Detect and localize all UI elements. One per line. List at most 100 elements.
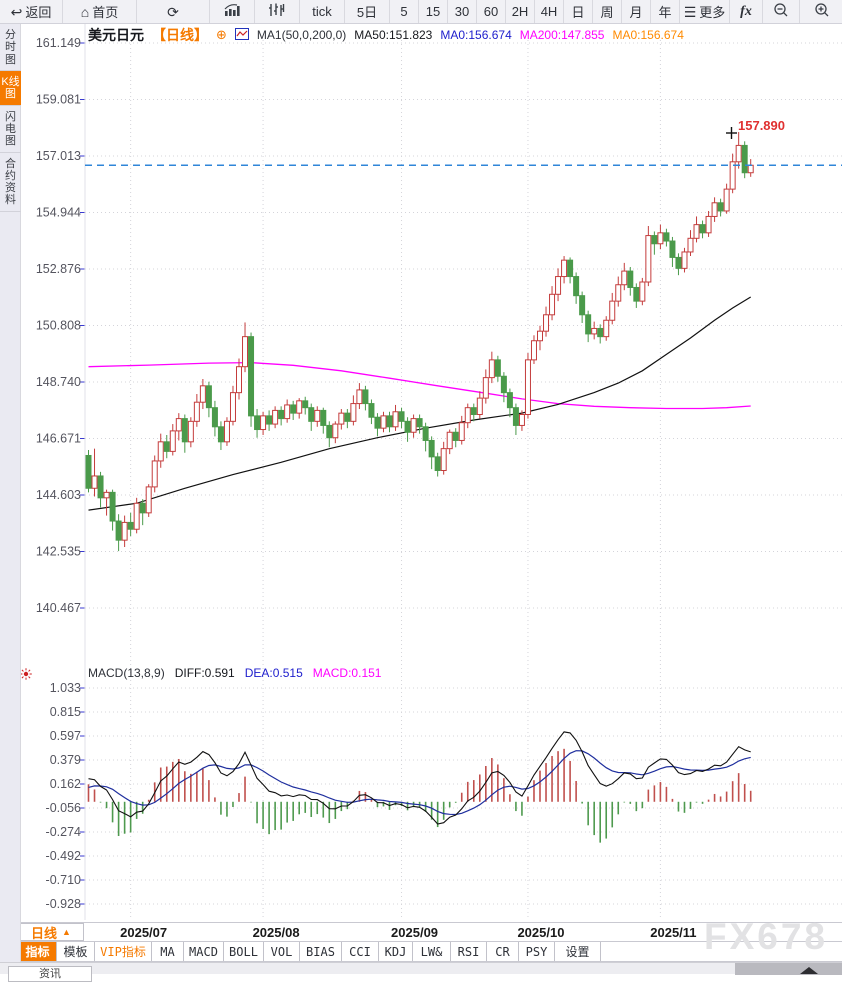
indicator-tab-BIAS[interactable]: BIAS: [300, 942, 342, 961]
candle: [368, 403, 375, 418]
candle: [91, 475, 98, 489]
candle: [446, 431, 453, 450]
ma200-line: [88, 361, 751, 410]
macd-axis-label: -0.710: [46, 873, 81, 887]
y-axis-label: 154.944: [36, 206, 81, 220]
ma0-orange-value: MA0:156.674: [612, 28, 684, 42]
bottom-scroll-strip: 资讯: [0, 962, 842, 982]
zoom-out-button[interactable]: [763, 0, 800, 23]
indicator-tab-模板[interactable]: 模板: [57, 942, 95, 961]
candle: [621, 270, 628, 286]
indicator-tab-VIP指标[interactable]: VIP指标: [95, 942, 152, 961]
interval-5-button-label: 5: [400, 4, 408, 19]
candle: [284, 404, 291, 420]
indicator-tab-bar: 指标 模板 VIP指标 MA MACD BOLL VOL BIAS CCI KDJ LW& RSI CR…: [0, 941, 842, 962]
fx-icon: fx: [740, 3, 752, 19]
candle: [386, 415, 393, 428]
candle: [609, 300, 616, 321]
candle: [127, 521, 134, 530]
indicator-tab-BOLL[interactable]: BOLL: [224, 942, 264, 961]
x-axis-label: 2025/07: [120, 925, 168, 940]
home-button-icon: ⌂: [80, 3, 90, 20]
candle: [530, 340, 537, 361]
candle: [506, 392, 513, 409]
sidebar-tab-闪电图[interactable]: 闪电图: [0, 106, 21, 153]
indicator-tab-VOL[interactable]: VOL: [264, 942, 300, 961]
axis-labels: 161.149 159.081 157.013 154.944 152.876 150.8…: [36, 36, 81, 911]
candle: [103, 491, 110, 499]
interval-2h-button[interactable]: 2H: [506, 0, 535, 23]
fx-button[interactable]: fx: [730, 0, 763, 23]
indicator-tab-指标[interactable]: 指标: [18, 942, 57, 961]
indicator-tab-KDJ[interactable]: KDJ: [379, 942, 413, 961]
interval-month-button-label: 月: [629, 5, 643, 20]
candle: [404, 420, 411, 433]
interval-day-button-label: 日: [571, 5, 585, 20]
interval-week-button[interactable]: 周: [593, 0, 622, 23]
candle: [669, 240, 676, 258]
bar-chart-button[interactable]: [210, 0, 255, 23]
interval-day-button[interactable]: 日: [564, 0, 593, 23]
y-axis-label: 146.671: [36, 432, 81, 446]
macd-params-label: MACD(13,8,9): [88, 666, 165, 680]
candle: [440, 448, 447, 472]
sidebar-tab-K线图[interactable]: K线图: [0, 70, 21, 106]
macd-layer: [87, 731, 752, 843]
horizontal-scrollbar-thumb[interactable]: [735, 963, 842, 975]
indicator-tab-PSY[interactable]: PSY: [519, 942, 555, 961]
news-tab[interactable]: 资讯: [8, 966, 92, 982]
candle: [434, 456, 441, 472]
interval-5d-button[interactable]: 5日: [345, 0, 390, 23]
plus-circle-icon[interactable]: ⊕: [216, 27, 227, 42]
more-button-label: 更多: [699, 5, 726, 20]
candlestick-button[interactable]: [255, 0, 300, 23]
indicator-tab-CCI[interactable]: CCI: [342, 942, 379, 961]
back-button-icon: ↩: [10, 3, 23, 20]
interval-15-button[interactable]: 15: [419, 0, 448, 23]
indicator-tab-RSI[interactable]: RSI: [451, 942, 487, 961]
y-axis-label: 150.808: [36, 319, 81, 333]
candle: [187, 420, 194, 443]
chart-style-icon[interactable]: [234, 27, 249, 43]
candle: [549, 293, 556, 316]
indicator-tab-CR[interactable]: CR: [487, 942, 519, 961]
interval-5-button[interactable]: 5: [390, 0, 419, 23]
interval-year-button[interactable]: 年: [651, 0, 680, 23]
refresh-button[interactable]: ⟳: [137, 0, 210, 23]
macd-axis-label: -0.274: [46, 825, 81, 839]
interval-4h-button[interactable]: 4H: [535, 0, 564, 23]
candle: [217, 426, 224, 443]
sidebar-tab-分时图[interactable]: 分时图: [0, 24, 21, 71]
candle: [639, 281, 646, 302]
macd-header: MACD(13,8,9) DIFF:0.591 DEA:0.515 MACD:0…: [88, 666, 381, 680]
timeframe-dropdown[interactable]: 日线 ▲: [18, 923, 84, 941]
scrollbar-arrow-icon[interactable]: [800, 967, 818, 974]
interval-week-button-label: 周: [600, 5, 614, 20]
candle: [500, 375, 507, 394]
interval-60-button[interactable]: 60: [477, 0, 506, 23]
more-button[interactable]: ☰ 更多: [680, 0, 730, 23]
candle: [326, 424, 333, 439]
candle: [476, 397, 483, 416]
top-toolbar: ↩ 返回 ⌂ 首页 ⟳ tick 5日 5 15 30 60 2H 4H 日周月年 ☰ 更多 fx: [0, 0, 842, 24]
candle: [236, 366, 242, 394]
y-axis-label: 152.876: [36, 262, 81, 276]
candle: [320, 409, 327, 426]
interval-year-button-label: 年: [658, 5, 672, 20]
interval-tick-button[interactable]: tick: [300, 0, 345, 23]
sidebar-tab-合约资料[interactable]: 合约资料: [0, 153, 21, 212]
macd-axis-label: 0.815: [50, 705, 81, 719]
candle: [422, 426, 429, 441]
home-button[interactable]: ⌂ 首页: [63, 0, 137, 23]
interval-30-button[interactable]: 30: [448, 0, 477, 23]
back-button[interactable]: ↩ 返回: [0, 0, 63, 23]
indicator-tab-设置[interactable]: 设置: [555, 942, 601, 961]
indicator-tab-MACD[interactable]: MACD: [184, 942, 224, 961]
interval-4h-button-label: 4H: [540, 4, 558, 19]
candle: [458, 422, 465, 441]
zoom-in-button[interactable]: [800, 0, 842, 23]
indicator-tab-LW&[interactable]: LW&: [413, 942, 451, 961]
indicator-tab-MA[interactable]: MA: [152, 942, 184, 961]
interval-month-button[interactable]: 月: [622, 0, 651, 23]
candle: [272, 409, 279, 425]
